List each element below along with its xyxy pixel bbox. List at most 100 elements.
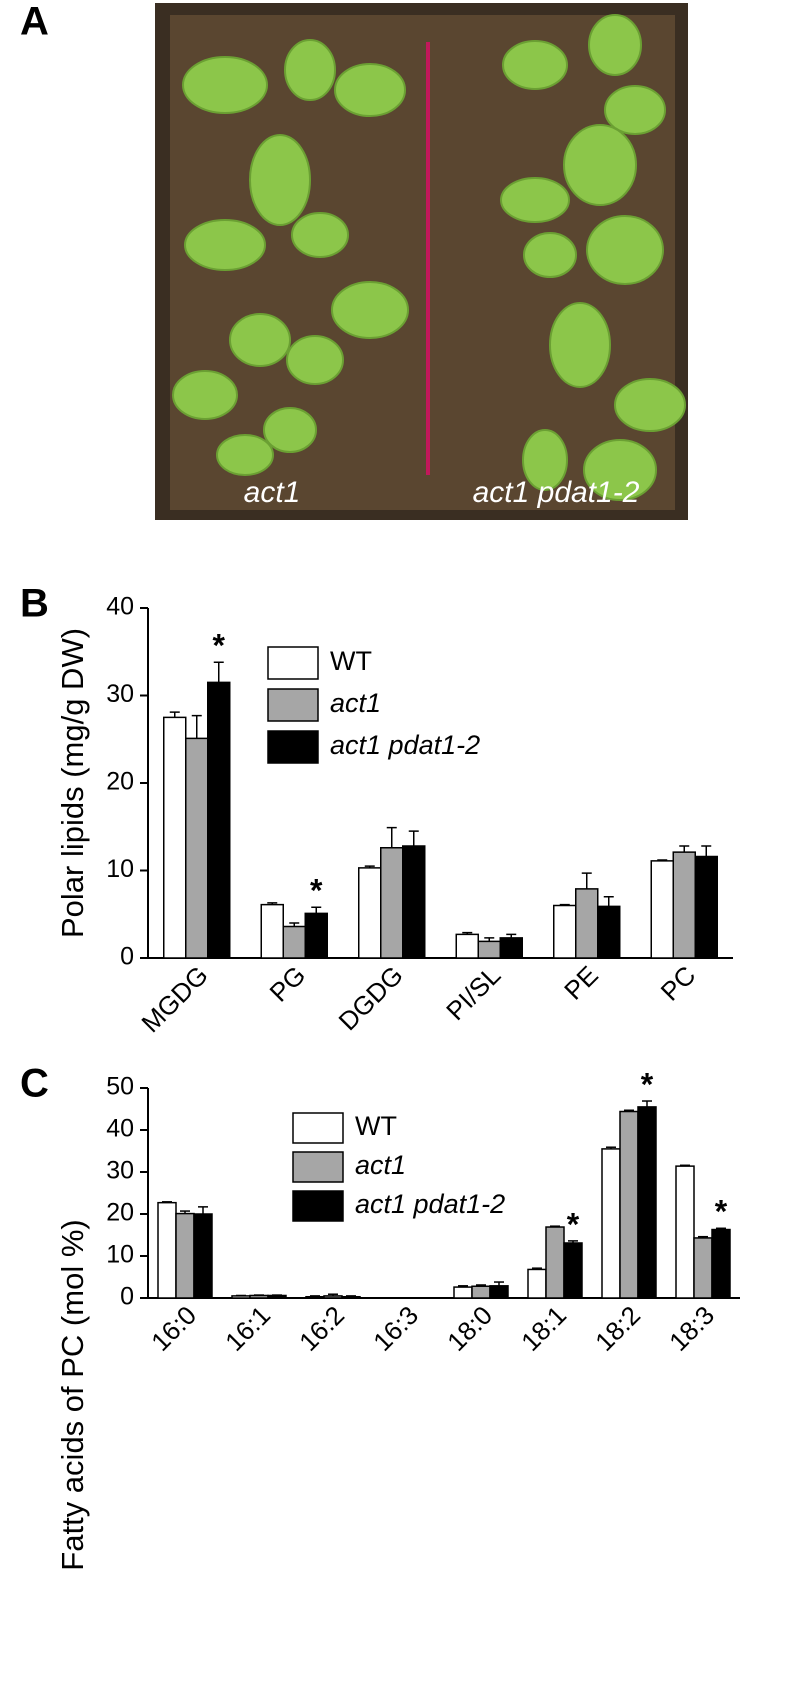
significance-marker: * <box>310 873 323 909</box>
y-tick-label: 40 <box>106 1115 134 1143</box>
bar <box>695 857 717 959</box>
bar <box>456 934 478 958</box>
x-tick-label: PG <box>264 960 312 1008</box>
legend-label: act1 <box>330 688 381 718</box>
x-tick-label: 16:1 <box>219 1300 276 1357</box>
bar <box>478 941 500 958</box>
x-tick-label: PC <box>655 960 702 1007</box>
y-tick-label: 20 <box>106 1199 134 1227</box>
bar <box>283 927 305 959</box>
error-bar <box>409 831 419 846</box>
error-bar <box>192 716 202 739</box>
error-bar <box>657 860 667 861</box>
error-bar <box>701 846 711 857</box>
y-tick-label: 50 <box>106 1073 134 1101</box>
legend-swatch <box>268 647 318 679</box>
y-tick-label: 0 <box>120 943 134 971</box>
legend-label: act1 pdat1-2 <box>330 730 480 760</box>
error-bar <box>198 1207 208 1214</box>
photo-label: act1 pdat1-2 <box>473 476 640 509</box>
panel-letter: B <box>20 582 49 626</box>
bar <box>676 1166 694 1298</box>
x-tick-label: 18:2 <box>589 1300 646 1357</box>
legend-swatch <box>268 731 318 763</box>
x-tick-label: 18:0 <box>441 1300 498 1357</box>
x-tick-label: DGDG <box>332 960 408 1036</box>
bar <box>454 1287 472 1298</box>
bar <box>546 1227 564 1298</box>
bar <box>712 1230 730 1298</box>
photo <box>155 3 688 520</box>
error-bar <box>560 905 570 906</box>
y-tick-label: 40 <box>106 593 134 621</box>
x-tick-label: MGDG <box>135 960 213 1038</box>
error-bar <box>346 1296 356 1297</box>
legend-label: WT <box>355 1111 397 1141</box>
y-axis-label: Fatty acids of PC (mol %) <box>55 1219 90 1570</box>
error-bar <box>387 828 397 848</box>
bar <box>164 717 186 958</box>
error-bar <box>582 873 592 889</box>
legend-label: act1 pdat1-2 <box>355 1189 505 1219</box>
bar <box>638 1107 656 1298</box>
y-tick-label: 20 <box>106 768 134 796</box>
significance-marker: * <box>715 1194 728 1230</box>
bar <box>472 1286 490 1298</box>
panel-letter: A <box>20 0 49 44</box>
bar <box>500 938 522 958</box>
bar <box>620 1112 638 1298</box>
x-tick-label: 18:3 <box>663 1300 720 1357</box>
error-bar <box>679 846 689 852</box>
legend-label: WT <box>330 646 372 676</box>
bar <box>306 1297 324 1298</box>
bar <box>359 868 381 958</box>
bar <box>176 1214 194 1298</box>
x-tick-label: 16:0 <box>145 1300 202 1357</box>
error-bar <box>604 897 614 907</box>
error-bar <box>214 662 224 682</box>
x-tick-label: 18:1 <box>515 1300 572 1357</box>
legend-swatch <box>293 1113 343 1143</box>
bar <box>598 906 620 958</box>
bar <box>564 1243 582 1298</box>
bar <box>576 889 598 958</box>
error-bar <box>170 712 180 717</box>
y-tick-label: 10 <box>106 1241 134 1269</box>
legend-label: act1 <box>355 1150 406 1180</box>
panel-letter: C <box>20 1062 49 1106</box>
bar <box>194 1214 212 1298</box>
legend-swatch <box>293 1191 343 1221</box>
photo-label: act1 <box>244 476 301 509</box>
y-tick-label: 30 <box>106 1157 134 1185</box>
bar <box>186 738 208 958</box>
bar <box>651 861 673 958</box>
bar <box>403 846 425 958</box>
legend-swatch <box>293 1152 343 1182</box>
bar <box>490 1286 508 1298</box>
bar <box>602 1149 620 1298</box>
error-bar <box>680 1165 690 1166</box>
bar <box>305 913 327 958</box>
error-bar <box>550 1226 560 1227</box>
bar <box>673 852 695 958</box>
bar <box>261 905 283 958</box>
y-tick-label: 30 <box>106 680 134 708</box>
bar <box>381 848 403 958</box>
bar <box>342 1297 360 1298</box>
bar <box>554 906 576 959</box>
significance-marker: * <box>641 1066 654 1102</box>
y-axis-label: Polar lipids (mg/g DW) <box>55 628 90 938</box>
y-tick-label: 10 <box>106 855 134 883</box>
error-bar <box>310 1296 320 1297</box>
bar <box>250 1295 268 1298</box>
x-tick-label: 16:2 <box>293 1300 350 1357</box>
x-tick-label: PI/SL <box>440 960 506 1026</box>
bar <box>158 1203 176 1298</box>
x-tick-label: 16:3 <box>367 1300 424 1357</box>
bar <box>268 1295 286 1298</box>
y-tick-label: 0 <box>120 1283 134 1311</box>
bar <box>324 1296 342 1298</box>
error-bar <box>162 1202 172 1203</box>
bar <box>528 1269 546 1298</box>
